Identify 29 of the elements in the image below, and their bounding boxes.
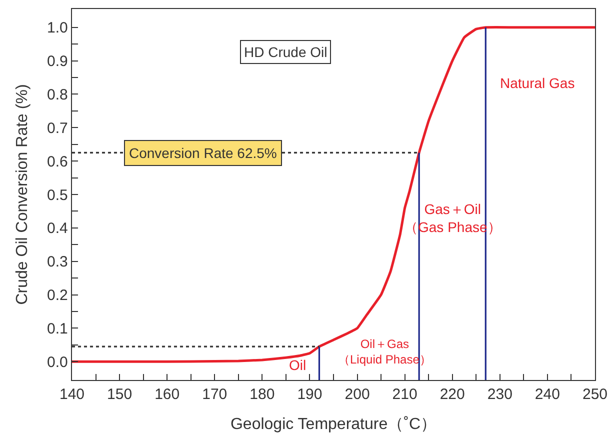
x-tick-label: 180	[250, 386, 275, 404]
x-tick-label: 160	[154, 386, 180, 404]
annotation: Conversion Rate 62.5%	[129, 145, 277, 161]
y-tick-label: 0.9	[47, 53, 68, 70]
y-tick-label: 0.5	[47, 186, 68, 204]
annotation: Natural Gas	[500, 75, 575, 91]
y-tick-label: 0.3	[47, 254, 68, 271]
y-tick-label: 0.1	[47, 320, 68, 338]
y-tick-label: 0.2	[47, 287, 68, 304]
x-tick-label: 230	[487, 386, 512, 404]
x-tick-label: 250	[582, 386, 608, 404]
x-tick-label: 190	[297, 386, 322, 404]
x-tick-label: 150	[107, 386, 132, 404]
y-tick-label: 0.7	[47, 120, 68, 137]
x-tick-label: 170	[202, 386, 228, 404]
x-tick-label: 200	[344, 386, 370, 404]
annotation: Oil	[289, 357, 306, 373]
y-tick-label: 0.0	[47, 354, 68, 371]
x-tick-label: 210	[392, 386, 418, 404]
x-tick-label: 220	[440, 386, 465, 404]
x-axis-title: Geologic Temperature（˚C）	[230, 416, 437, 433]
y-axis-title: Crude Oil Conversion Rate (%)	[14, 84, 31, 305]
y-tick-label: 0.8	[47, 86, 68, 104]
y-tick-label: 0.4	[47, 220, 68, 238]
annotation: HD Crude Oil	[244, 44, 328, 60]
y-tick-label: 0.6	[47, 153, 68, 170]
y-tick-label: 1.0	[47, 20, 68, 37]
x-tick-label: 240	[534, 386, 560, 404]
x-tick-label: 140	[59, 386, 85, 404]
